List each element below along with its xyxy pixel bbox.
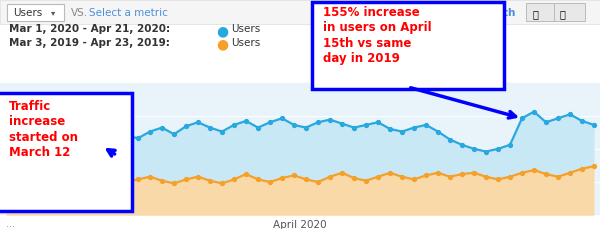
Text: Users: Users [13,8,43,19]
Text: ●: ● [216,24,228,38]
Text: 155% increase
in users on April
15th vs same
day in 2019: 155% increase in users on April 15th vs … [323,6,431,65]
Text: April 2020: April 2020 [273,220,327,229]
Text: ●: ● [216,38,228,52]
Text: Mar 3, 2019 - Apr 23, 2019:: Mar 3, 2019 - Apr 23, 2019: [9,38,170,48]
Text: VS.: VS. [71,8,88,19]
Text: Users: Users [231,24,260,34]
Text: 📊: 📊 [533,9,539,19]
Text: Traffic
increase
started on
March 12: Traffic increase started on March 12 [9,100,78,159]
Text: 👥: 👥 [560,9,566,19]
Text: ▾: ▾ [51,8,55,17]
Text: Users: Users [231,38,260,48]
Text: Week: Week [441,8,473,19]
Text: Month: Month [478,8,515,19]
Text: Mar 1, 2020 - Apr 21, 2020:: Mar 1, 2020 - Apr 21, 2020: [9,24,170,34]
Text: Select a metric: Select a metric [89,8,167,19]
Text: ...: ... [6,219,15,229]
FancyBboxPatch shape [0,93,132,211]
